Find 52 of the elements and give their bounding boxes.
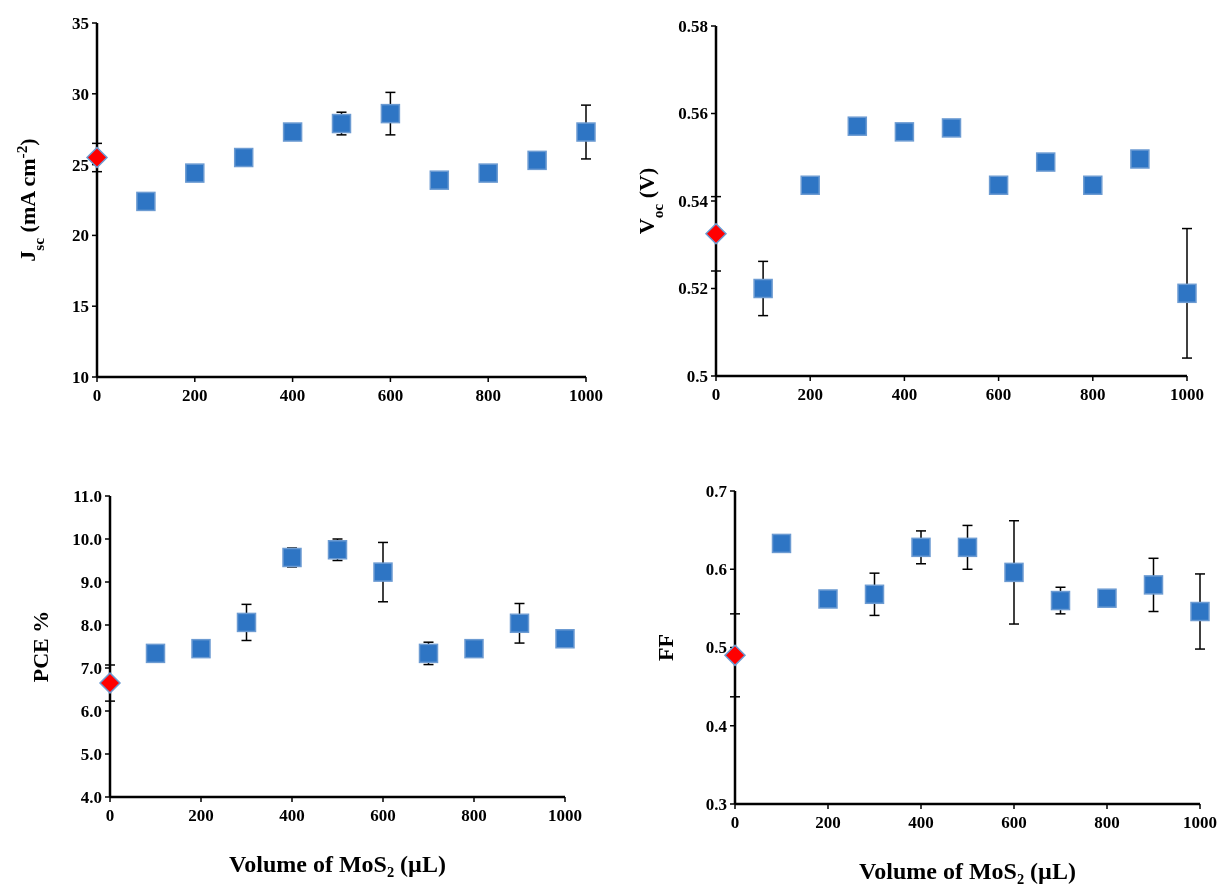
y-tick-label: 7.0: [80, 658, 102, 678]
x-tick-label: 200: [797, 385, 823, 404]
y-tick-label: 11.0: [73, 486, 102, 506]
x-tick-label: 200: [815, 813, 841, 832]
x-tick-label: 0: [105, 806, 115, 825]
x-tick-label: 800: [1094, 813, 1120, 832]
y-tick-label: 0.54: [678, 191, 709, 211]
x-tick-label: 0: [92, 386, 102, 405]
x-tick-label: 200: [182, 386, 208, 405]
x-tick-label: 600: [377, 386, 404, 405]
x-tick-label: 800: [475, 386, 501, 405]
y-tick-label: 8.0: [80, 615, 102, 635]
y-tick-label: 0.56: [678, 104, 708, 124]
x-tick-label: 1000: [1183, 813, 1217, 832]
y-tick-label: 0.6: [705, 560, 727, 580]
x-tick-label: 400: [279, 386, 306, 405]
x-tick-label: 400: [279, 806, 305, 825]
y-tick-label: 0.4: [705, 716, 728, 736]
y-tick-label: 10.0: [72, 529, 102, 549]
x-tick-label: 0: [730, 813, 740, 832]
x-tick-label: 800: [461, 806, 487, 825]
x-tick-label: 1000: [548, 806, 582, 825]
y-tick-label: 15: [72, 297, 89, 317]
y-tick-label: 30: [72, 84, 89, 104]
x-tick-label: 600: [370, 806, 396, 825]
y-tick-label: 4.0: [80, 787, 102, 807]
y-tick-label: 20: [72, 226, 89, 246]
x-tick-label: 0: [711, 385, 721, 404]
y-tick-label: 0.5: [705, 638, 727, 658]
x-tick-label: 400: [908, 813, 934, 832]
x-tick-label: 600: [1001, 813, 1027, 832]
y-tick-label: 9.0: [80, 572, 102, 592]
y-tick-label: 10: [72, 367, 89, 387]
x-tick-label: 800: [1080, 385, 1106, 404]
x-tick-label: 1000: [1170, 385, 1204, 404]
y-tick-label: 0.7: [705, 481, 728, 501]
x-tick-label: 1000: [569, 386, 603, 405]
x-tick-label: 600: [985, 385, 1012, 404]
y-tick-label: 6.0: [80, 701, 102, 721]
y-tick-label: 35: [72, 13, 89, 33]
y-tick-label: 0.58: [678, 16, 708, 36]
x-tick-label: 200: [188, 806, 214, 825]
y-tick-label: 0.3: [705, 794, 727, 814]
y-axis-title: PCE %: [28, 610, 53, 683]
x-axis-title: Volume of MoS₂ (µL): [229, 851, 446, 877]
y-tick-label: 0.52: [678, 279, 708, 299]
y-tick-label: 5.0: [80, 744, 102, 764]
y-tick-label: 25: [72, 155, 89, 175]
x-tick-label: 400: [891, 385, 918, 404]
x-axis-title: Volume of MoS₂ (µL): [859, 858, 1076, 884]
y-axis-title: FF: [653, 634, 678, 661]
y-tick-label: 0.5: [686, 366, 708, 386]
